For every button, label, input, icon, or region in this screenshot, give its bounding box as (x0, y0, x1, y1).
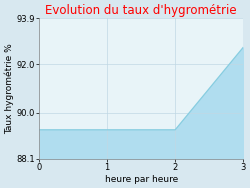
Title: Evolution du taux d'hygrométrie: Evolution du taux d'hygrométrie (46, 4, 237, 17)
Y-axis label: Taux hygrométrie %: Taux hygrométrie % (4, 43, 14, 134)
X-axis label: heure par heure: heure par heure (104, 175, 178, 184)
